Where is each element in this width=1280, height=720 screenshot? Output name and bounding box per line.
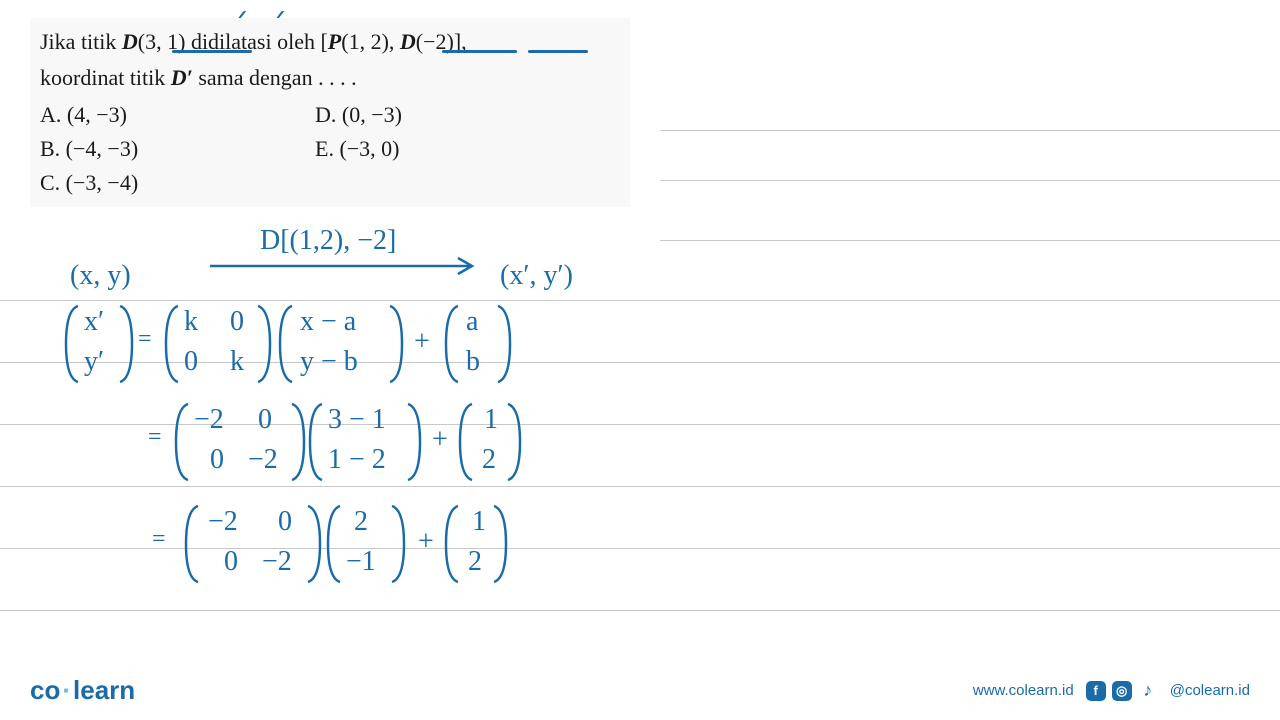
hw-r1-eq: = bbox=[138, 326, 152, 353]
hw-r1-lhs-bot: y′ bbox=[84, 346, 104, 378]
answer-E: E. (−3, 0) bbox=[315, 133, 402, 165]
hw-r2-m1a: −2 bbox=[194, 404, 224, 436]
facebook-icon: f bbox=[1086, 681, 1106, 701]
hw-r1-m3t: a bbox=[466, 306, 478, 338]
hw-r3-m2t: 2 bbox=[354, 506, 368, 538]
logo: co·learn bbox=[30, 675, 135, 706]
answers-right: D. (0, −3) E. (−3, 0) bbox=[315, 98, 402, 200]
hw-r3-m1a: −2 bbox=[208, 506, 238, 538]
hw-r2-m1b: 0 bbox=[258, 404, 272, 436]
hw-r2-m2b: 1 − 2 bbox=[328, 444, 386, 476]
logo-co: co bbox=[30, 675, 60, 705]
hw-r3-eq: = bbox=[152, 526, 166, 553]
logo-learn: learn bbox=[73, 675, 135, 705]
hw-r1-lhs-top: x′ bbox=[84, 306, 104, 338]
ruled-line bbox=[660, 240, 1280, 241]
footer-url: www.colearn.id bbox=[973, 682, 1074, 699]
hw-r2-m3b: 2 bbox=[482, 444, 496, 476]
hw-r1-m1c: 0 bbox=[184, 346, 198, 378]
hw-row-1 bbox=[60, 300, 760, 390]
question-line-2: koordinat titik D′ sama dengan . . . . bbox=[40, 62, 620, 94]
answer-D: D. (0, −3) bbox=[315, 99, 402, 131]
answers-left: A. (4, −3) B. (−4, −3) C. (−3, −4) bbox=[40, 98, 315, 200]
hw-r2-m2t: 3 − 1 bbox=[328, 404, 386, 436]
hw-dilation-label: D[(1,2), −2] bbox=[260, 225, 396, 257]
hw-r1-plus: + bbox=[414, 326, 430, 358]
tiktok-icon: ♪ bbox=[1138, 681, 1158, 701]
answer-C: C. (−3, −4) bbox=[40, 167, 315, 199]
hw-r3-m1d: −2 bbox=[262, 546, 292, 578]
var-Dprime: D′ bbox=[171, 65, 193, 90]
hw-r2-eq: = bbox=[148, 424, 162, 451]
underline-2 bbox=[442, 50, 517, 53]
hw-r2-plus: + bbox=[432, 424, 448, 456]
underline-3 bbox=[528, 50, 588, 53]
footer-right: www.colearn.id f ◎ ♪ @colearn.id bbox=[973, 681, 1250, 701]
ruled-line bbox=[660, 180, 1280, 181]
var-D: D bbox=[122, 29, 138, 54]
social-icons: f ◎ ♪ bbox=[1086, 681, 1158, 701]
ruled-line bbox=[0, 610, 1280, 611]
question-box: Jika titik D(3, 1) didilatasi oleh [P(1,… bbox=[30, 18, 630, 207]
hw-r1-m3b: b bbox=[466, 346, 480, 378]
text: Jika titik bbox=[40, 29, 122, 54]
footer: co·learn www.colearn.id f ◎ ♪ @colearn.i… bbox=[0, 675, 1280, 706]
text: koordinat titik bbox=[40, 65, 171, 90]
hw-r1-m2b: y − b bbox=[300, 346, 358, 378]
hw-r3-plus: + bbox=[418, 526, 434, 558]
footer-handle: @colearn.id bbox=[1170, 682, 1250, 699]
hw-r1-m1b: 0 bbox=[230, 306, 244, 338]
answers: A. (4, −3) B. (−4, −3) C. (−3, −4) D. (0… bbox=[40, 98, 620, 200]
hw-r1-m1a: k bbox=[184, 306, 198, 338]
var-P: P bbox=[328, 29, 341, 54]
hw-r2-m3t: 1 bbox=[484, 404, 498, 436]
hw-r3-m1b: 0 bbox=[278, 506, 292, 538]
arrow-line bbox=[210, 256, 490, 276]
hw-r1-m2t: x − a bbox=[300, 306, 356, 338]
hw-r1-m1d: k bbox=[230, 346, 244, 378]
question-line-1: Jika titik D(3, 1) didilatasi oleh [P(1,… bbox=[40, 26, 620, 58]
hw-r3-m3t: 1 bbox=[472, 506, 486, 538]
text: (1, 2), bbox=[341, 29, 400, 54]
underline-1 bbox=[172, 50, 252, 53]
hw-r2-m1d: −2 bbox=[248, 444, 278, 476]
hw-xy: (x, y) bbox=[70, 260, 131, 292]
hw-xpyp: (x′, y′) bbox=[500, 260, 573, 292]
var-D2: D bbox=[400, 29, 416, 54]
hw-r2-m1c: 0 bbox=[210, 444, 224, 476]
hw-r3-m1c: 0 bbox=[224, 546, 238, 578]
ruled-line bbox=[660, 130, 1280, 131]
instagram-icon: ◎ bbox=[1112, 681, 1132, 701]
hw-row-3 bbox=[140, 500, 840, 590]
text: sama dengan . . . . bbox=[193, 65, 357, 90]
hw-r3-m2b: −1 bbox=[346, 546, 376, 578]
logo-dot: · bbox=[62, 675, 71, 705]
hw-r3-m3b: 2 bbox=[468, 546, 482, 578]
answer-B: B. (−4, −3) bbox=[40, 133, 315, 165]
answer-A: A. (4, −3) bbox=[40, 99, 315, 131]
